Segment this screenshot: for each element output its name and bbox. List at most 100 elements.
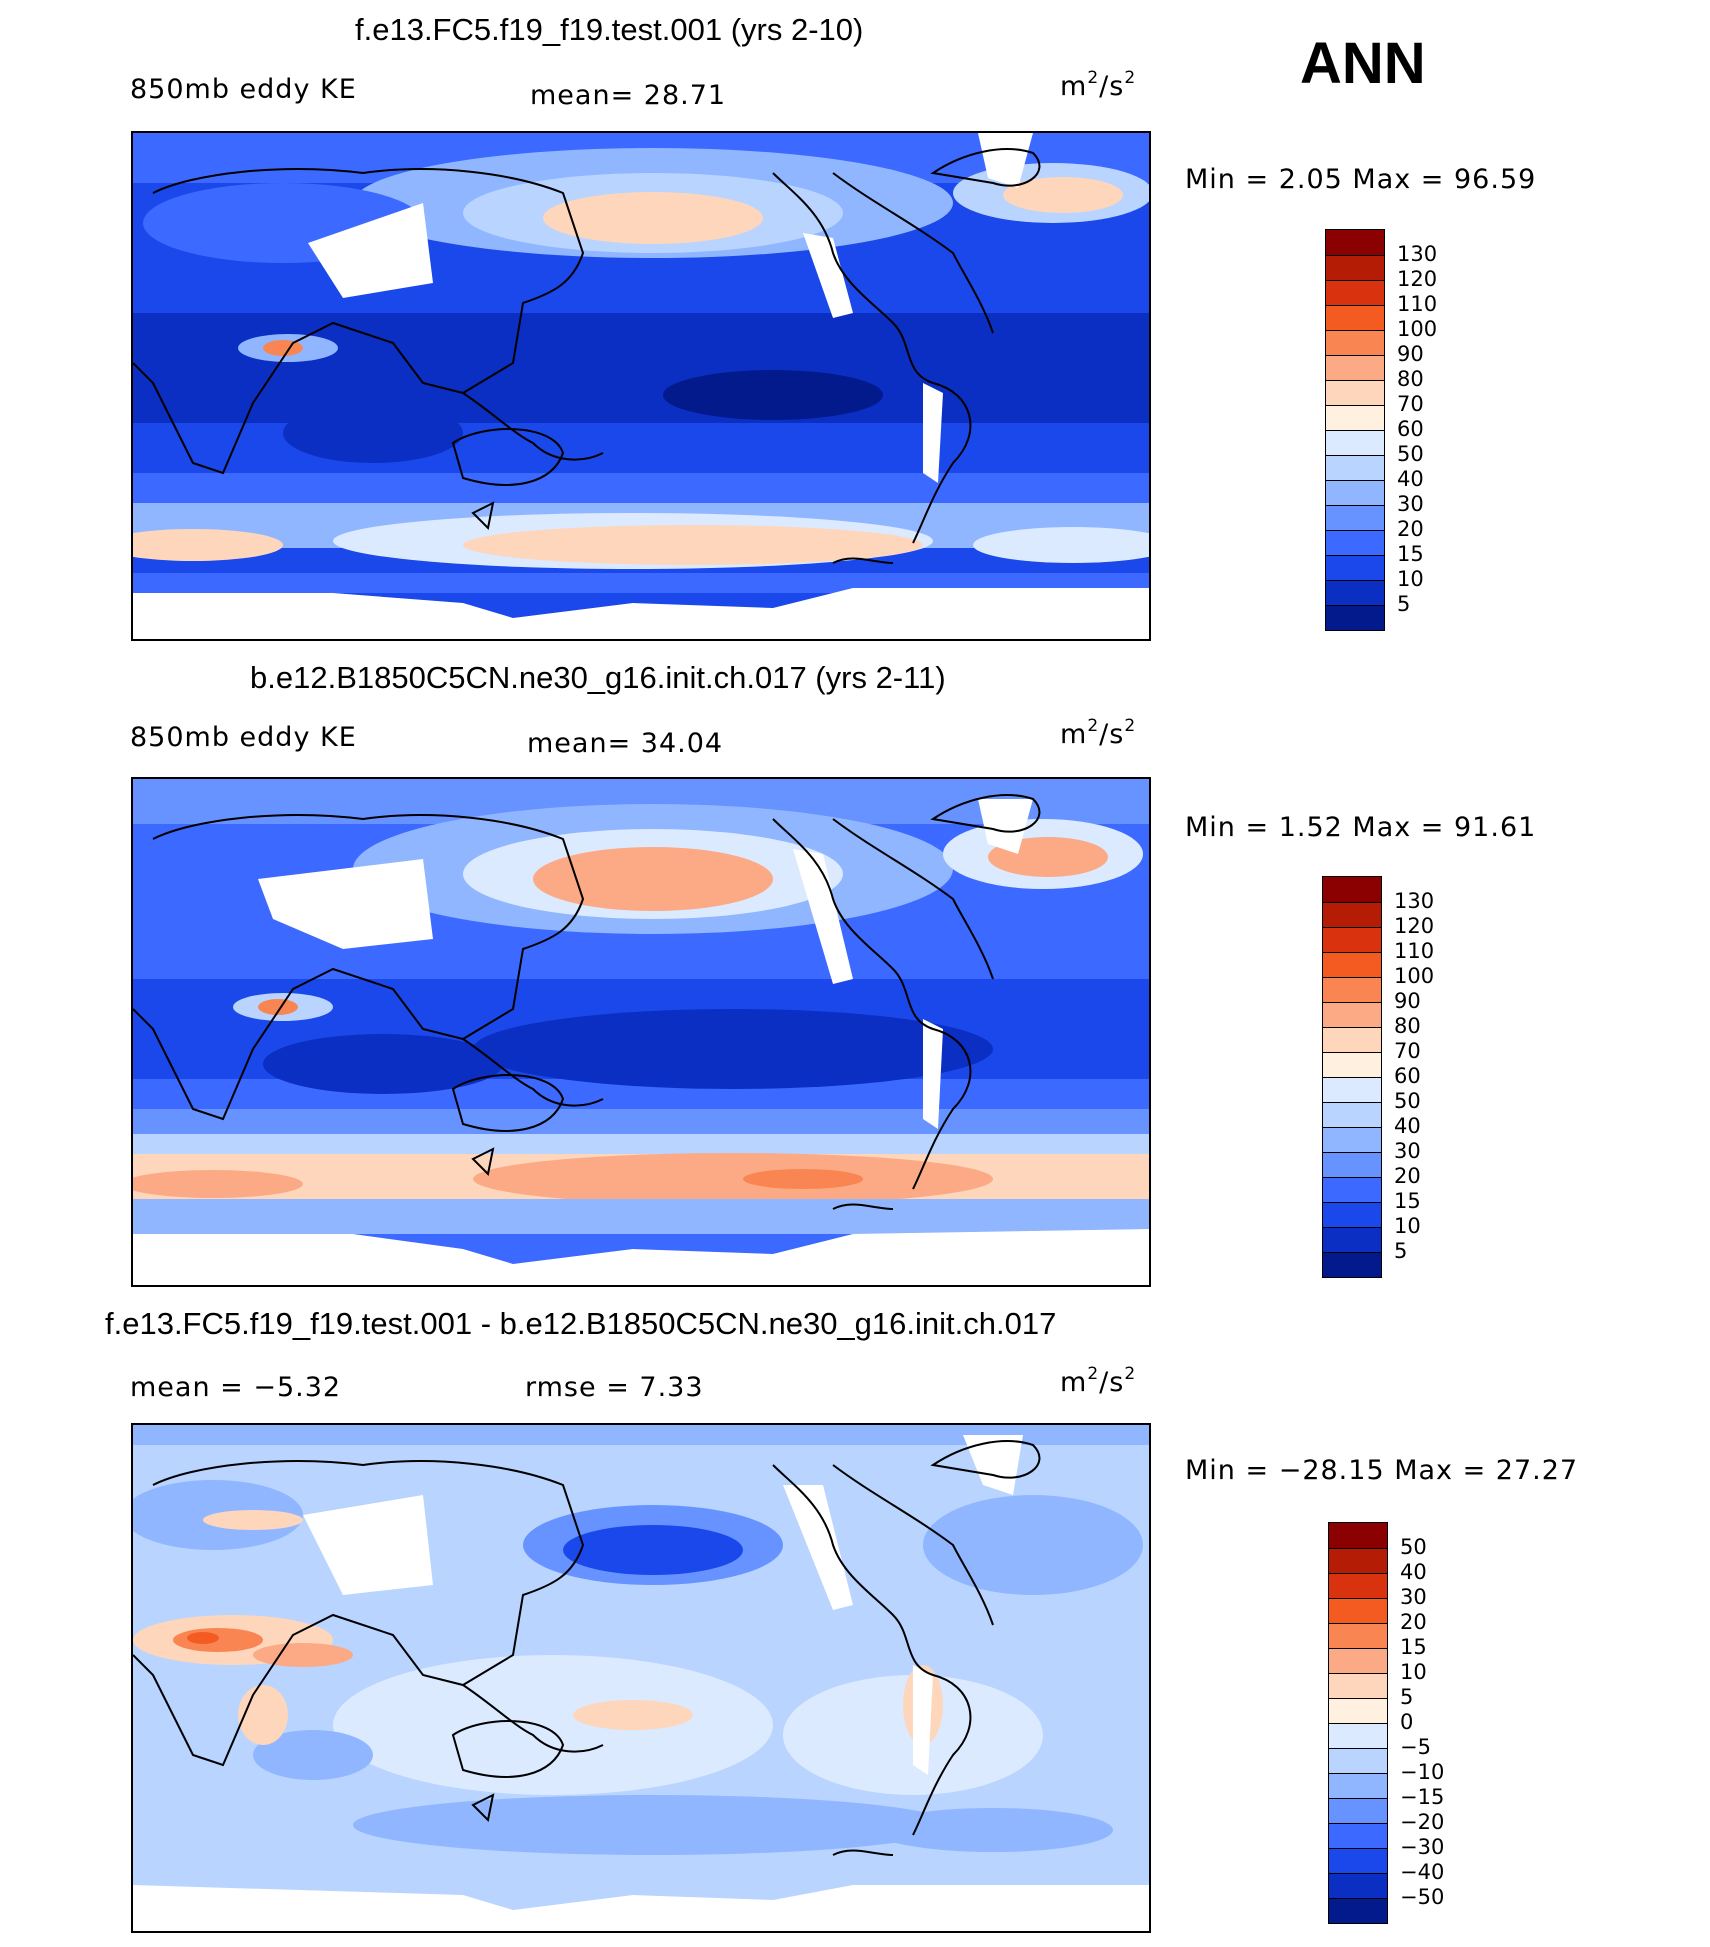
colorbar-swatch (1329, 1548, 1387, 1573)
colorbar-level-label: 5 (1400, 1685, 1414, 1709)
colorbar-level-label: −15 (1400, 1785, 1445, 1809)
colorbar-swatch (1326, 480, 1384, 505)
colorbar-level-label: 15 (1397, 542, 1424, 566)
colorbar-level-label: 40 (1394, 1114, 1421, 1138)
colorbar-swatch (1326, 605, 1384, 630)
colorbar-level-label: 80 (1397, 367, 1424, 391)
panel-1-colorbar: 130 120 110 100 90 80 70 60 50 40 30 20 15 10 5 (1325, 229, 1437, 631)
colorbar-swatch (1329, 1598, 1387, 1623)
colorbar-level-label: 60 (1397, 417, 1424, 441)
colorbar-level-label: −5 (1400, 1735, 1431, 1759)
panel-1-title: f.e13.FC5.f19_f19.test.001 (yrs 2-10) (355, 12, 864, 47)
colorbar-swatch (1323, 902, 1381, 927)
panel-1-min-max: Min = 2.05 Max = 96.59 (1185, 164, 1537, 195)
colorbar-swatch (1323, 1202, 1381, 1227)
colorbar-swatch (1323, 927, 1381, 952)
colorbar-swatch (1326, 580, 1384, 605)
colorbar-level-label: 10 (1397, 567, 1424, 591)
colorbar-level-label: 0 (1400, 1710, 1414, 1734)
colorbar-swatch (1326, 405, 1384, 430)
colorbar-swatch (1323, 1177, 1381, 1202)
colorbar-swatch (1323, 952, 1381, 977)
colorbar-level-label: −50 (1400, 1885, 1445, 1909)
colorbar-swatch (1329, 1823, 1387, 1848)
colorbar-level-label: 20 (1397, 517, 1424, 541)
colorbar-level-label: 40 (1400, 1560, 1427, 1584)
season-label: ANN (1300, 31, 1426, 96)
colorbar-level-label: 70 (1394, 1039, 1421, 1063)
panel-1-variable-label: 850mb eddy KE (130, 74, 357, 105)
panel-2-colorbar-swatches (1322, 876, 1382, 1278)
panel-2-variable-label: 850mb eddy KE (130, 722, 357, 753)
colorbar-swatch (1326, 430, 1384, 455)
panel-3-units-label: m2/s2 (1060, 1364, 1137, 1398)
colorbar-swatch (1326, 305, 1384, 330)
panel-1-colorbar-labels: 130 120 110 100 90 80 70 60 50 40 30 20 15 10 5 (1397, 229, 1457, 629)
panel-2-colorbar-labels: 130 120 110 100 90 80 70 60 50 40 30 20 15 10 5 (1394, 876, 1454, 1276)
panel-1-colorbar-swatches (1325, 229, 1385, 631)
colorbar-swatch (1329, 1798, 1387, 1823)
colorbar-level-label: 5 (1394, 1239, 1408, 1263)
panel-1-mean-label: mean= 28.71 (530, 80, 727, 111)
colorbar-level-label: 15 (1394, 1189, 1421, 1213)
colorbar-level-label: 130 (1397, 242, 1438, 266)
panel-2-title: b.e12.B1850C5CN.ne30_g16.init.ch.017 (yr… (250, 660, 946, 695)
colorbar-swatch (1323, 1252, 1381, 1277)
colorbar-swatch (1323, 977, 1381, 1002)
colorbar-level-label: 30 (1397, 492, 1424, 516)
colorbar-level-label: −40 (1400, 1860, 1445, 1884)
panel-3-title: f.e13.FC5.f19_f19.test.001 - b.e12.B1850… (105, 1306, 1057, 1341)
panel-2-min-max: Min = 1.52 Max = 91.61 (1185, 812, 1537, 843)
colorbar-swatch (1326, 230, 1384, 255)
colorbar-level-label: 10 (1400, 1660, 1427, 1684)
colorbar-swatch (1326, 280, 1384, 305)
colorbar-swatch (1323, 1077, 1381, 1102)
colorbar-swatch (1323, 1227, 1381, 1252)
panel-1-map (131, 131, 1151, 641)
panel-3-mean-label: mean = −5.32 (130, 1372, 342, 1403)
panel-3-min-max: Min = −28.15 Max = 27.27 (1185, 1455, 1579, 1486)
panel-2-mean-label: mean= 34.04 (527, 728, 724, 759)
panel-3-rmse-label: rmse = 7.33 (525, 1372, 704, 1403)
colorbar-level-label: 50 (1397, 442, 1424, 466)
colorbar-swatch (1326, 530, 1384, 555)
colorbar-level-label: 30 (1400, 1585, 1427, 1609)
colorbar-swatch (1323, 1102, 1381, 1127)
colorbar-swatch (1323, 1002, 1381, 1027)
colorbar-level-label: 130 (1394, 889, 1435, 913)
colorbar-swatch (1329, 1898, 1387, 1923)
colorbar-level-label: 120 (1397, 267, 1438, 291)
colorbar-level-label: 30 (1394, 1139, 1421, 1163)
colorbar-swatch (1323, 1027, 1381, 1052)
panel-2-map (131, 777, 1151, 1287)
colorbar-swatch (1329, 1648, 1387, 1673)
colorbar-level-label: 100 (1394, 964, 1435, 988)
colorbar-swatch (1326, 555, 1384, 580)
colorbar-level-label: 90 (1394, 989, 1421, 1013)
colorbar-level-label: 80 (1394, 1014, 1421, 1038)
panel-3-colorbar-labels: 50 40 30 20 15 10 5 0 −5 −10 −15 −20 −30 −40 −50 (1400, 1522, 1460, 1922)
colorbar-level-label: 50 (1400, 1535, 1427, 1559)
colorbar-swatch (1329, 1848, 1387, 1873)
colorbar-swatch (1323, 877, 1381, 902)
colorbar-swatch (1326, 330, 1384, 355)
colorbar-swatch (1329, 1773, 1387, 1798)
colorbar-swatch (1323, 1052, 1381, 1077)
panel-3-map (131, 1423, 1151, 1933)
colorbar-level-label: −20 (1400, 1810, 1445, 1834)
colorbar-level-label: 110 (1397, 292, 1438, 316)
colorbar-level-label: −30 (1400, 1835, 1445, 1859)
colorbar-swatch (1329, 1673, 1387, 1698)
colorbar-level-label: −10 (1400, 1760, 1445, 1784)
colorbar-level-label: 50 (1394, 1089, 1421, 1113)
colorbar-swatch (1326, 455, 1384, 480)
panel-3-colorbar: 50 40 30 20 15 10 5 0 −5 −10 −15 −20 −30 −40 −50 (1328, 1522, 1444, 1924)
colorbar-swatch (1329, 1723, 1387, 1748)
colorbar-swatch (1326, 355, 1384, 380)
colorbar-swatch (1326, 380, 1384, 405)
colorbar-swatch (1323, 1127, 1381, 1152)
colorbar-level-label: 120 (1394, 914, 1435, 938)
colorbar-swatch (1326, 505, 1384, 530)
colorbar-swatch (1329, 1573, 1387, 1598)
colorbar-level-label: 5 (1397, 592, 1411, 616)
